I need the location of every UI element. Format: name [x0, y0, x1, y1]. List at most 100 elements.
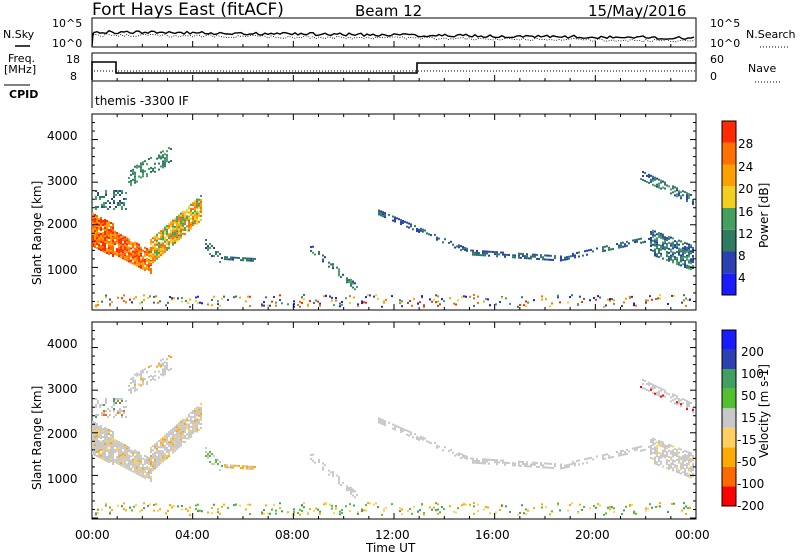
- power-cell: [437, 304, 439, 307]
- power-cell: [354, 282, 356, 285]
- velocity-cell: [453, 510, 455, 513]
- velocity-cell: [472, 457, 474, 460]
- power-cell: [568, 257, 570, 260]
- velocity-cell: [164, 436, 166, 439]
- velocity-cell: [476, 461, 478, 464]
- velocity-cell: [158, 457, 160, 460]
- velocity-cell: [685, 505, 687, 508]
- power-cell: [352, 280, 354, 283]
- velocity-cell: [98, 426, 100, 428]
- velocity-cell: [156, 441, 158, 444]
- power-cell: [98, 242, 100, 244]
- velocity-cell: [658, 460, 660, 463]
- power-cell: [656, 183, 658, 186]
- velocity-cell: [116, 456, 118, 459]
- power-cell: [178, 214, 180, 217]
- power-cell: [686, 266, 688, 269]
- power-cell: [154, 253, 156, 256]
- power-cell: [378, 213, 380, 216]
- velocity-cell: [160, 454, 162, 457]
- power-cell: [273, 295, 275, 298]
- power-cell: [182, 224, 184, 227]
- velocity-cell: [190, 419, 192, 422]
- power-cell: [676, 260, 678, 263]
- velocity-cell: [670, 396, 672, 399]
- power-cell: [624, 245, 626, 248]
- power-cell: [690, 250, 692, 253]
- velocity-cell: [666, 461, 668, 464]
- velocity-cell: [500, 459, 502, 462]
- power-cell: [307, 303, 309, 306]
- velocity-cell: [628, 450, 630, 453]
- velocity-cell: [176, 438, 178, 441]
- power-cell: [92, 217, 94, 219]
- power-cell: [186, 215, 188, 218]
- time-tick: 08:00: [275, 528, 310, 542]
- velocity-cell: [180, 436, 182, 439]
- velocity-cell: [112, 442, 114, 444]
- power-cell: [254, 257, 256, 260]
- power-cell: [670, 192, 672, 195]
- velocity-cell: [622, 453, 624, 456]
- power-cell: [184, 219, 186, 222]
- power-cell: [196, 214, 198, 217]
- velocity-cell: [532, 463, 534, 466]
- power-cell: [413, 297, 415, 300]
- velocity-cell: [178, 444, 180, 447]
- power-cell: [172, 243, 174, 246]
- power-cell: [281, 302, 283, 305]
- velocity-cell: [166, 454, 168, 457]
- power-cell: [469, 295, 471, 298]
- power-cell: [154, 170, 156, 173]
- power-cell: [92, 229, 94, 231]
- power-cell: [314, 253, 316, 256]
- power-cell: [128, 252, 130, 255]
- power-cell: [124, 252, 126, 255]
- power-cell: [319, 302, 321, 305]
- power-cell: [350, 282, 352, 285]
- velocity-cell: [140, 456, 142, 459]
- power-cell: [293, 300, 295, 303]
- velocity-cell: [182, 430, 184, 433]
- velocity-cell: [322, 462, 324, 465]
- power-cell: [660, 232, 662, 235]
- power-cell: [466, 247, 468, 250]
- velocity-cell: [180, 426, 182, 429]
- velocity-cell: [146, 383, 148, 386]
- power-cell: [132, 244, 134, 247]
- power-cell: [625, 297, 627, 300]
- power-cell: [113, 192, 115, 194]
- velocity-cell: [150, 465, 152, 467]
- velocity-cell: [94, 442, 96, 444]
- power-cell: [660, 254, 662, 257]
- power-cell: [97, 194, 99, 196]
- velocity-cell: [504, 463, 506, 466]
- velocity-cell: [102, 436, 104, 438]
- power-cell: [100, 221, 102, 223]
- velocity-cell: [178, 446, 180, 449]
- velocity-cell: [158, 362, 160, 365]
- velocity-cell: [96, 455, 98, 457]
- power-cell: [106, 226, 108, 228]
- velocity-cell: [168, 441, 170, 444]
- power-cell: [146, 247, 148, 250]
- velocity-cell: [354, 490, 356, 493]
- velocity-cell: [486, 458, 488, 461]
- power-cell: [158, 241, 160, 244]
- power-cell: [666, 184, 668, 187]
- velocity-cell: [188, 431, 190, 434]
- velocity-cell: [112, 431, 114, 433]
- velocity-cell: [186, 417, 188, 420]
- power-cell: [102, 248, 104, 250]
- power-cell: [557, 294, 559, 297]
- power-cell: [98, 218, 100, 220]
- power-cell: [623, 301, 625, 304]
- velocity-cell: [170, 356, 172, 358]
- power-cell: [382, 211, 384, 214]
- velocity-cell: [192, 428, 194, 431]
- power-cell: [182, 214, 184, 217]
- velocity-cell: [94, 436, 96, 438]
- power-cell: [106, 242, 108, 244]
- velocity-cell: [672, 467, 674, 470]
- velocity-cell: [688, 403, 690, 406]
